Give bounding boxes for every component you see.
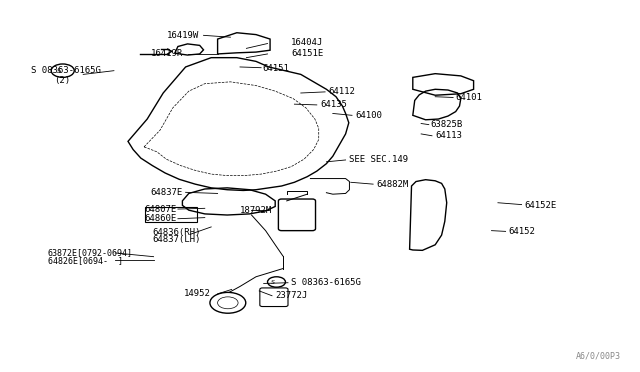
Text: 64151: 64151	[262, 64, 289, 73]
Text: 16419W: 16419W	[166, 31, 198, 40]
Text: (2): (2)	[54, 76, 70, 85]
Text: 64836(RH): 64836(RH)	[152, 228, 201, 237]
Text: 64100: 64100	[355, 111, 382, 120]
Text: 64860E: 64860E	[144, 214, 176, 223]
Text: 16404J: 16404J	[291, 38, 323, 47]
Text: 18792M: 18792M	[240, 206, 272, 215]
Bar	[145, 207, 197, 222]
Text: 64101: 64101	[456, 93, 483, 102]
Text: S: S	[271, 280, 275, 285]
Text: 16419R: 16419R	[150, 49, 182, 58]
Text: SEE SEC.149: SEE SEC.149	[349, 155, 408, 164]
Text: 64882M: 64882M	[376, 180, 408, 189]
Text: 64152E: 64152E	[525, 201, 557, 210]
Text: 64152: 64152	[509, 227, 536, 236]
Text: 64112: 64112	[328, 87, 355, 96]
Text: A6/0/00P3: A6/0/00P3	[576, 352, 621, 361]
Text: 64837(LH): 64837(LH)	[152, 235, 201, 244]
Text: S: S	[57, 68, 62, 74]
Text: 63825B: 63825B	[431, 120, 463, 129]
Text: 64807E: 64807E	[144, 205, 176, 214]
Text: 23772J: 23772J	[275, 291, 307, 300]
Text: 14952: 14952	[184, 289, 211, 298]
Text: 64151E: 64151E	[291, 49, 323, 58]
Text: 64826E[0694-  ]: 64826E[0694- ]	[48, 256, 123, 265]
Text: S 08363-6165G: S 08363-6165G	[31, 66, 100, 75]
Text: 64113: 64113	[435, 131, 462, 140]
Text: 64135: 64135	[320, 100, 347, 109]
Text: S 08363-6165G: S 08363-6165G	[291, 278, 361, 287]
Text: 63872E[0792-0694]: 63872E[0792-0694]	[48, 248, 133, 257]
Text: 64837E: 64837E	[150, 188, 182, 197]
